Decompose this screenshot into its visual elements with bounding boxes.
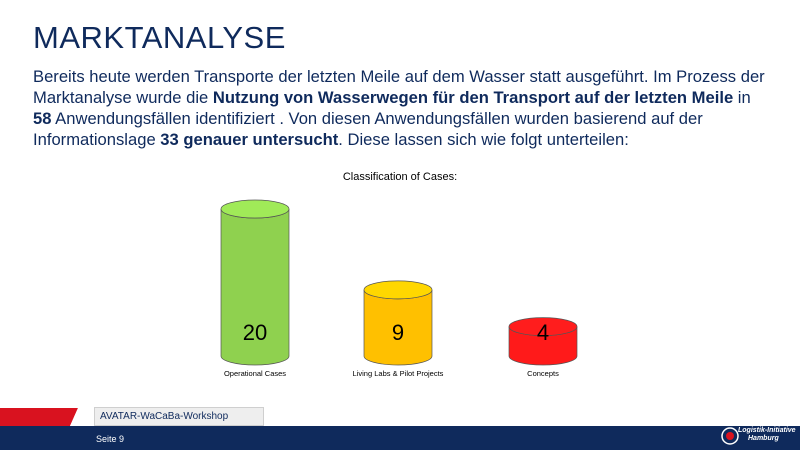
bar-3 (508, 317, 578, 366)
logo-icon (721, 427, 739, 445)
bar-chart: 20 Operational Cases 9 Living Labs & Pilot … (220, 199, 578, 378)
category-label: Living Labs & Pilot Projects (353, 369, 444, 378)
body-text-segment: Bereits heute werden Transporte der letz… (33, 67, 765, 107)
body-text-segment: Anwendungsfällen identifiziert . Von die… (33, 109, 703, 149)
body-text-segment: . Diese lassen sich wie folgt unterteile… (338, 130, 629, 149)
workshop-label: AVATAR-WaCaBa-Workshop (94, 407, 264, 426)
slide-title: MARKTANALYSE (33, 20, 286, 55)
footer-bar (0, 426, 800, 450)
bar-value-label: 20 (243, 320, 267, 345)
category-label: Concepts (527, 369, 559, 378)
logo-line-1: Logistik-Initiative (738, 427, 796, 434)
slide-body-text: Bereits heute werden Transporte der letz… (33, 66, 773, 150)
body-text-segment: 58 (33, 109, 52, 128)
page-number: Seite 9 (96, 434, 125, 444)
body-text-segment: in (733, 88, 751, 107)
chart-title: Classification of Cases: (342, 171, 458, 183)
body-text-segment: Nutzung von Wasserwegen für den Transpor… (212, 88, 734, 107)
bar-2 (363, 280, 433, 366)
bar-value-label: 4 (537, 320, 549, 345)
bar-1 (220, 199, 290, 366)
category-label: Operational Cases (224, 369, 286, 378)
bar-value-label: 9 (392, 320, 404, 345)
body-text-segment: 33 genauer untersucht (160, 130, 339, 149)
logo-text: Logistik-Initiative Hamburg (738, 427, 796, 443)
logo-line-2: Hamburg (748, 435, 779, 442)
